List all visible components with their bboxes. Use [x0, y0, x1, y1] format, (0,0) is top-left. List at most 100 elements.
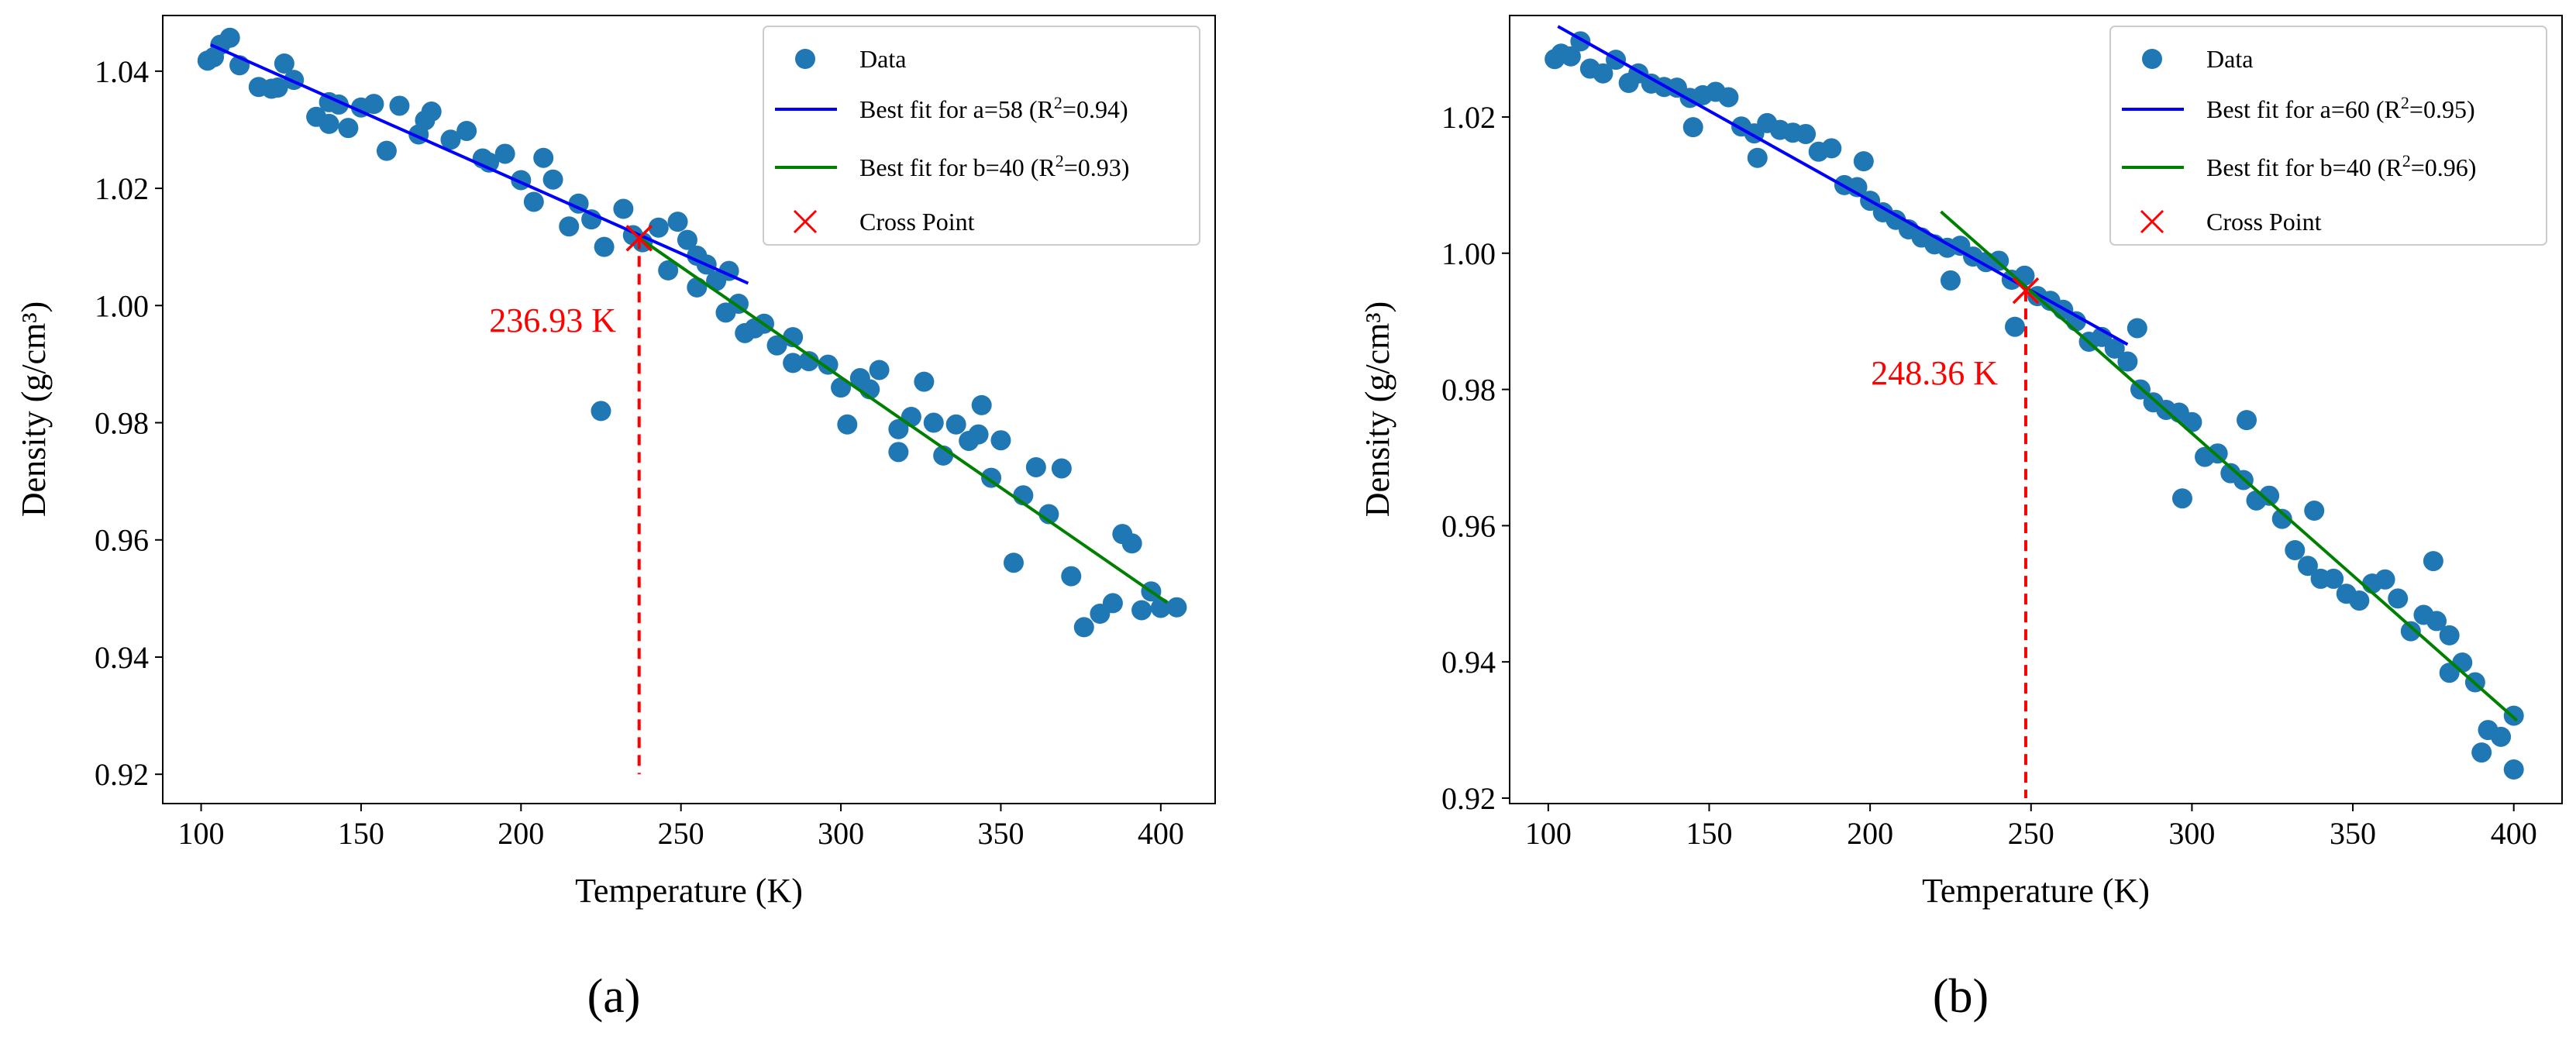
a-x-tick-label: 200 [498, 816, 544, 851]
a-data-point [456, 120, 477, 141]
a-y-tick-label: 0.94 [95, 640, 149, 675]
a-data-point [798, 351, 819, 372]
b-legend-cross-marker [2140, 209, 2164, 234]
a-data-point [971, 394, 992, 415]
b-data-point [1747, 147, 1768, 168]
a-data-point [888, 442, 909, 463]
b-data-point [2471, 742, 2492, 763]
a-data-point [219, 27, 240, 48]
b-data-point [2127, 318, 2147, 339]
b-fit-lines [1557, 25, 2519, 722]
b-legend-data-marker [2142, 49, 2162, 69]
a-x-tick-label: 150 [338, 816, 384, 851]
a-y-tick-label: 0.96 [95, 523, 149, 558]
a-data-point [658, 260, 679, 281]
b-x-tick-label: 350 [2330, 816, 2376, 851]
a-fit-line-b [638, 236, 1169, 604]
b-data-point [2375, 569, 2395, 590]
a-y-tick-label: 0.92 [95, 757, 149, 792]
b-x-tick-label: 150 [1686, 816, 1732, 851]
a-data-point [1051, 458, 1072, 479]
a-data-point [1131, 600, 1152, 621]
a-ticks: 100 150 200 250 300 350 400 0.92 0.94 0.96 0.98 1.0… [95, 54, 1184, 851]
a-data-point [1061, 566, 1082, 587]
a-data-point [389, 95, 410, 116]
a-data-point [1073, 617, 1094, 638]
b-data-point [1718, 87, 1739, 108]
a-data-point [274, 53, 294, 74]
a-legend-data-marker [795, 49, 815, 69]
b-data-point [2349, 590, 2370, 611]
b-cross-point-group [2012, 277, 2040, 798]
b-data-point [2117, 351, 2138, 372]
b-data-point [2271, 508, 2292, 529]
a-data-point [783, 353, 804, 373]
b-x-tick-label: 300 [2168, 816, 2215, 851]
b-data-point [2439, 625, 2460, 645]
b-data-point [2439, 663, 2460, 683]
a-data-point [591, 401, 611, 422]
a-data-point [613, 198, 634, 219]
a-legend-label-cross: Cross Point [859, 208, 975, 236]
a-data-point [559, 216, 580, 237]
panel-b: 100 150 200 250 300 350 400 0.92 0.94 0.96 0.98 1.0… [1359, 15, 2563, 1023]
b-data-point [1593, 63, 1613, 84]
b-legend-box [2109, 26, 2547, 246]
a-cross-point-label: 236.93 K [489, 301, 616, 339]
b-x-tick-label: 250 [2008, 816, 2054, 851]
a-legend: Data Best fit for a=58 (R2=0.94) Best fi… [763, 26, 1200, 246]
a-data-point [914, 371, 935, 392]
a-data-point [968, 424, 989, 445]
a-data-point [523, 191, 544, 212]
b-legend-label-fit-b: Best fit for b=40 (R2=0.96) [2206, 151, 2476, 181]
b-x-axis-label: Temperature (K) [1922, 872, 2150, 910]
b-data-point [2423, 551, 2443, 572]
a-data-point [1025, 456, 1046, 477]
a-data-point [319, 113, 339, 134]
a-data-point [818, 354, 839, 375]
b-data-point [2426, 611, 2447, 632]
b-legend-label-fit-a: Best fit for a=60 (R2=0.95) [2206, 93, 2475, 123]
a-data-point [990, 430, 1011, 451]
a-data-point [687, 246, 708, 267]
a-data-point [1102, 593, 1123, 614]
a-cross-point-group [625, 225, 653, 775]
b-data-point [2323, 568, 2344, 589]
a-y-tick-label: 1.00 [95, 288, 149, 323]
a-x-tick-label: 400 [1138, 816, 1184, 851]
a-data-point [1166, 597, 1187, 618]
a-cross-point-marker [625, 225, 653, 252]
a-data-point [594, 236, 615, 257]
a-legend-label-fit-b: Best fit for b=40 (R2=0.93) [859, 151, 1129, 181]
b-data-point [2491, 726, 2512, 747]
b-data-point [1796, 123, 1817, 144]
a-data-point [440, 129, 461, 150]
a-data-point [319, 91, 339, 112]
a-data-point [667, 212, 688, 232]
a-data-point [869, 360, 890, 380]
a-data-point [533, 147, 554, 168]
a-fit-lines [210, 43, 1169, 604]
a-data-point [945, 414, 966, 435]
panel-a: 100 150 200 250 300 350 400 0.92 0.94 0.96 0.98 1.0… [15, 15, 1216, 1023]
a-legend-label-data: Data [859, 45, 906, 73]
b-data-point [1853, 151, 1874, 172]
a-data-point [837, 414, 858, 435]
a-y-tick-label: 1.04 [95, 54, 149, 89]
b-fit-line-b [1940, 210, 2519, 722]
b-data-point [2237, 410, 2257, 431]
a-data-point [923, 412, 944, 433]
a-data-point [363, 94, 384, 115]
b-data-point [2297, 556, 2318, 577]
b-data-point [1821, 138, 1842, 159]
b-x-tick-label: 100 [1525, 816, 1572, 851]
b-data-point [1682, 117, 1703, 138]
b-y-tick-label: 0.94 [1441, 645, 1496, 680]
a-legend-box [763, 26, 1200, 246]
a-y-tick-label: 0.98 [95, 406, 149, 441]
a-y-tick-label: 1.02 [95, 171, 149, 206]
b-legend: Data Best fit for a=60 (R2=0.95) Best fi… [2109, 26, 2547, 246]
a-data-point [338, 118, 359, 139]
b-cross-point-label: 248.36 K [1871, 354, 1998, 392]
